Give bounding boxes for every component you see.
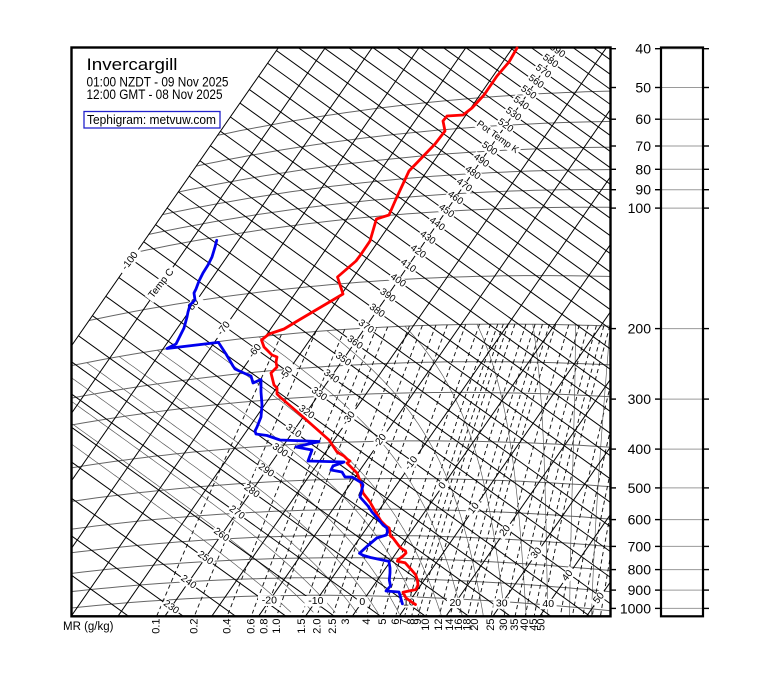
svg-text:10: 10 — [420, 619, 432, 631]
svg-text:1.5: 1.5 — [296, 619, 308, 634]
svg-text:20: 20 — [449, 597, 461, 609]
svg-text:5: 5 — [377, 619, 389, 625]
svg-text:40: 40 — [542, 598, 554, 610]
svg-text:60: 60 — [635, 111, 651, 127]
svg-text:70: 70 — [635, 138, 651, 154]
svg-text:40: 40 — [635, 41, 651, 57]
svg-text:12:00 GMT - 08 Nov 2025: 12:00 GMT - 08 Nov 2025 — [87, 87, 223, 102]
svg-text:100: 100 — [628, 200, 652, 216]
svg-text:30: 30 — [496, 598, 508, 610]
svg-text:1.0: 1.0 — [271, 619, 283, 634]
svg-text:200: 200 — [628, 321, 652, 337]
svg-text:0: 0 — [359, 596, 365, 608]
svg-text:2.0: 2.0 — [312, 619, 324, 634]
svg-text:400: 400 — [628, 441, 652, 457]
svg-text:50: 50 — [536, 619, 548, 631]
svg-text:-20: -20 — [262, 595, 277, 607]
svg-text:25: 25 — [485, 619, 497, 631]
svg-text:0.6: 0.6 — [246, 619, 258, 634]
svg-text:80: 80 — [635, 161, 651, 177]
svg-text:500: 500 — [628, 480, 652, 496]
svg-text:0.1: 0.1 — [151, 619, 163, 634]
svg-text:0.4: 0.4 — [222, 619, 234, 634]
svg-text:50: 50 — [635, 80, 651, 96]
svg-text:-10: -10 — [308, 595, 323, 607]
svg-text:Tephigram: metvuw.com: Tephigram: metvuw.com — [87, 112, 216, 127]
svg-text:Invercargill: Invercargill — [87, 55, 178, 74]
svg-text:MR (g/kg): MR (g/kg) — [63, 621, 114, 633]
svg-text:700: 700 — [628, 538, 652, 554]
svg-text:600: 600 — [628, 512, 652, 528]
svg-text:3: 3 — [340, 619, 352, 625]
svg-text:0.8: 0.8 — [258, 619, 270, 634]
svg-text:300: 300 — [628, 391, 652, 407]
svg-text:0.2: 0.2 — [188, 619, 200, 634]
svg-text:800: 800 — [628, 562, 652, 578]
svg-text:2.5: 2.5 — [327, 619, 339, 634]
svg-text:1000: 1000 — [620, 600, 651, 616]
svg-text:90: 90 — [635, 182, 651, 198]
svg-text:20: 20 — [469, 619, 481, 631]
svg-text:4: 4 — [361, 619, 373, 625]
svg-text:900: 900 — [628, 582, 652, 598]
